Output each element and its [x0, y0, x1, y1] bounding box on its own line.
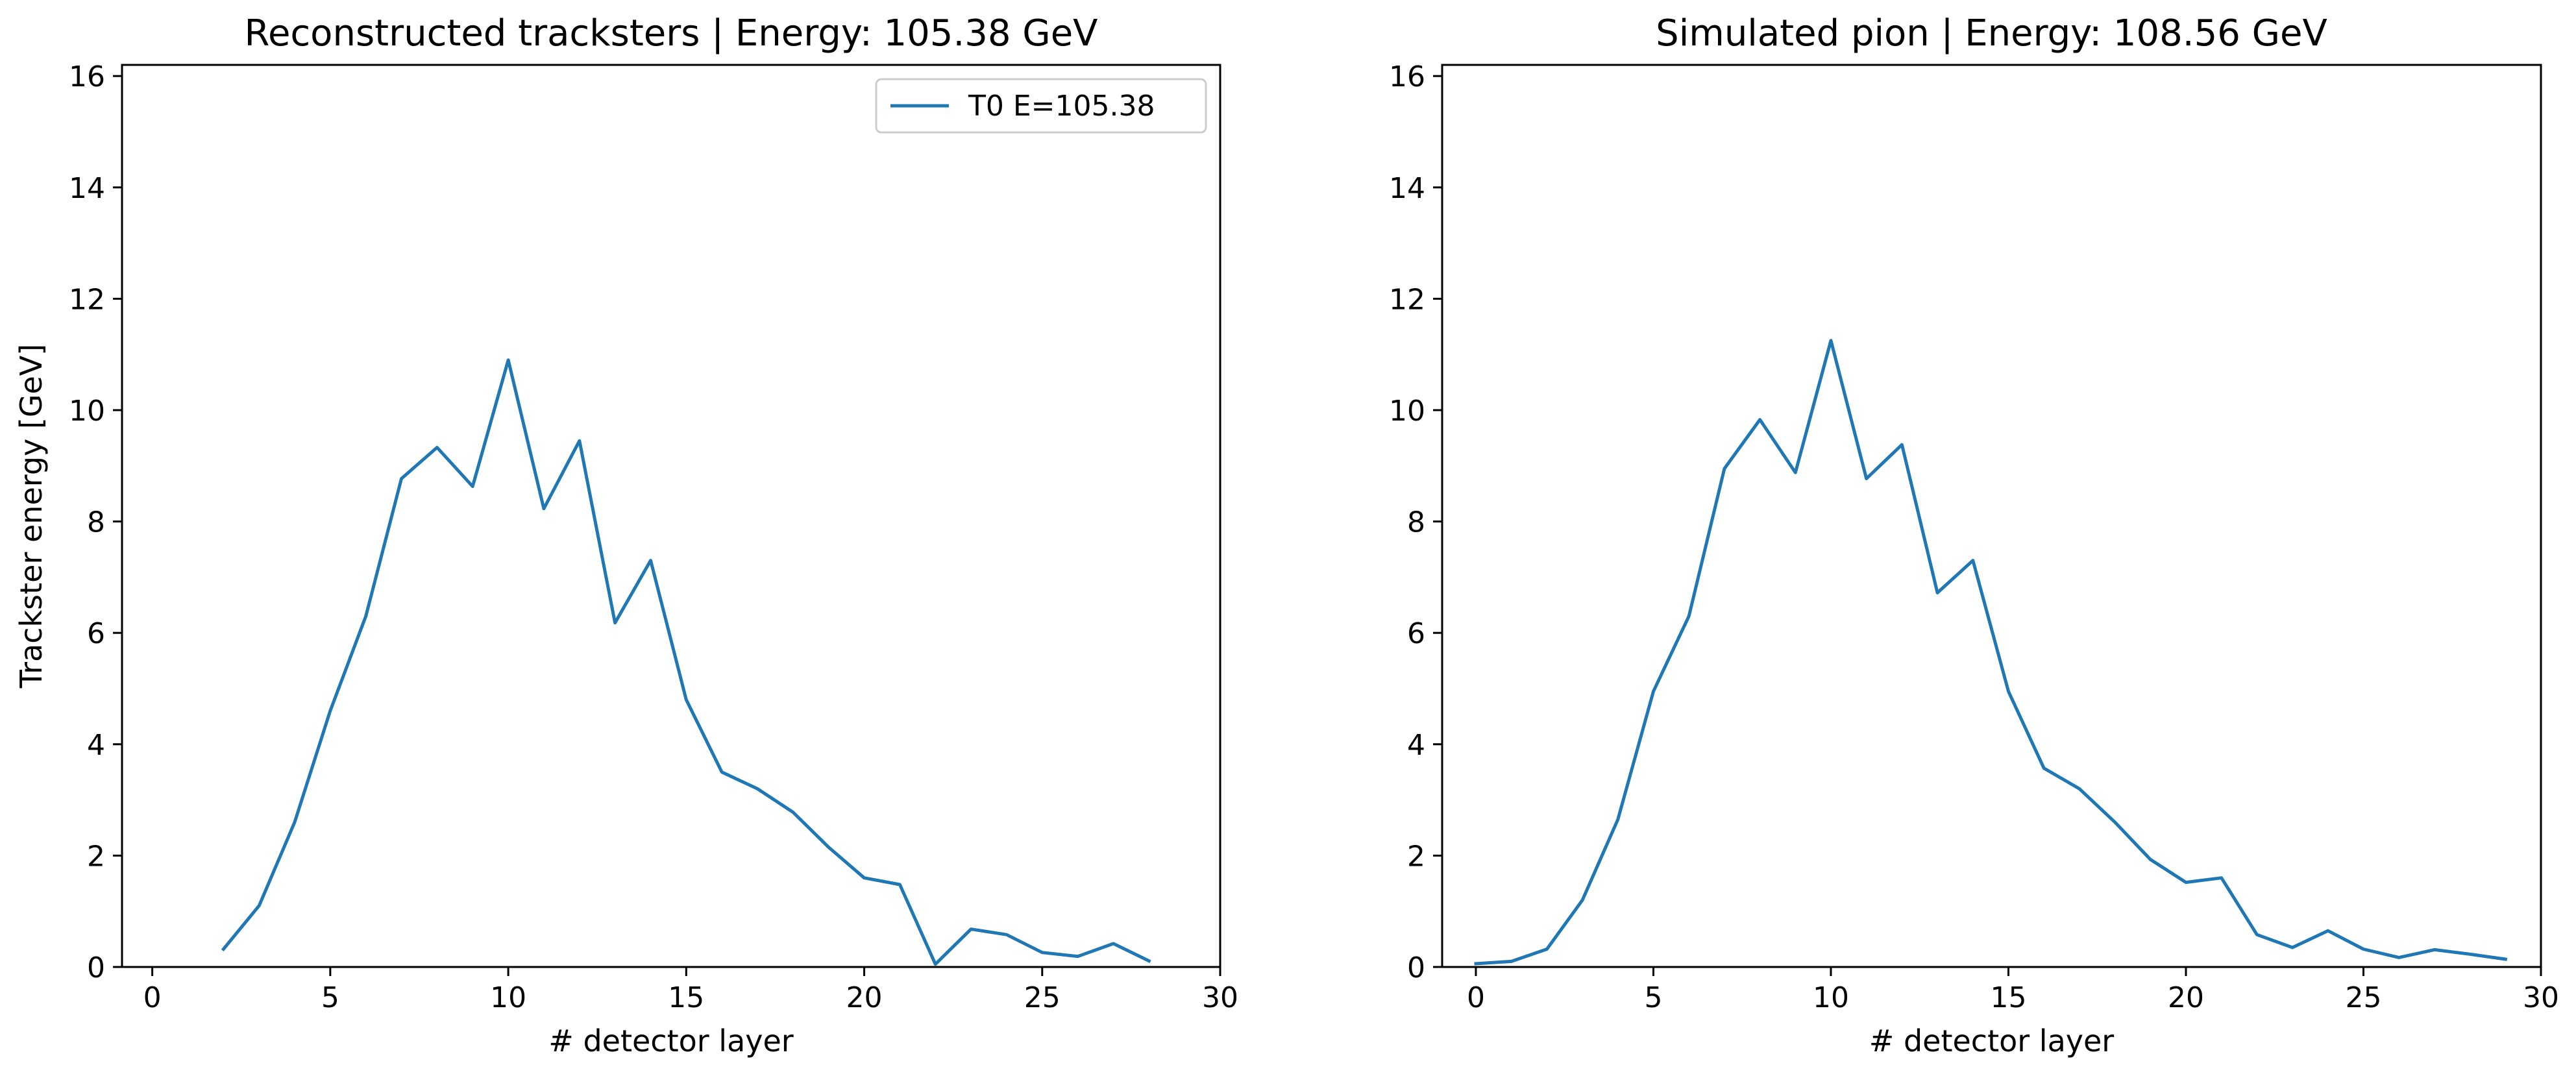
x-tick-label: 15 — [668, 981, 704, 1014]
x-axis-label: # detector layer — [1869, 1023, 2114, 1058]
legend-box — [875, 78, 1207, 134]
x-tick-label: 15 — [1990, 981, 2026, 1014]
y-tick-label: 10 — [1389, 395, 1425, 428]
legend: T0 E=105.38 — [875, 78, 1207, 134]
y-tick-label: 12 — [69, 283, 105, 316]
y-tick-label: 6 — [1407, 617, 1425, 650]
y-tick-label: 16 — [1389, 60, 1425, 93]
x-tick-label: 5 — [321, 981, 339, 1014]
y-tick-label: 14 — [69, 172, 105, 205]
x-tick-label: 5 — [1644, 981, 1662, 1014]
x-tick-label: 10 — [1813, 981, 1849, 1014]
chart-simulated-pion: Simulated pion | Energy: 108.56 GeV 0 5 10 1… — [1389, 12, 2559, 1058]
x-tick-label: 0 — [143, 981, 162, 1014]
series-line — [221, 358, 1151, 966]
x-axis-label: # detector layer — [548, 1023, 793, 1058]
y-tick-label: 4 — [87, 729, 105, 762]
y-tick-label: 8 — [87, 506, 105, 539]
y-tick-label: 12 — [1389, 283, 1425, 316]
x-tick-label: 25 — [2345, 981, 2381, 1014]
x-tick-label: 30 — [2523, 981, 2559, 1014]
series-line — [1474, 339, 2508, 966]
y-axis-label: Trackster energy [GeV] — [14, 344, 49, 689]
y-tick-label: 8 — [1407, 506, 1425, 539]
x-tick-label: 25 — [1024, 981, 1061, 1014]
chart-title: Simulated pion | Energy: 108.56 GeV — [1656, 12, 2327, 55]
chart-title: Reconstructed tracksters | Energy: 105.3… — [245, 12, 1098, 55]
x-tick-label: 20 — [2168, 981, 2204, 1014]
y-tick-label: 6 — [87, 617, 105, 650]
y-tick-label: 4 — [1407, 729, 1425, 762]
legend-label: T0 E=105.38 — [968, 90, 1155, 123]
x-tick-label: 30 — [1202, 981, 1238, 1014]
y-tick-label: 10 — [69, 395, 105, 428]
x-tick-label: 0 — [1467, 981, 1485, 1014]
y-tick-label: 14 — [1389, 172, 1425, 205]
axes-frame — [121, 64, 1221, 968]
chart-reconstructed-tracksters: Reconstructed tracksters | Energy: 105.3… — [14, 12, 1238, 1058]
x-tick-label: 10 — [490, 981, 526, 1014]
axes-frame — [1441, 64, 2542, 968]
y-tick-label: 0 — [87, 951, 105, 984]
y-tick-label: 16 — [69, 60, 105, 93]
y-tick-label: 0 — [1407, 951, 1425, 984]
x-tick-label: 20 — [846, 981, 883, 1014]
y-tick-label: 2 — [87, 840, 105, 873]
y-tick-label: 2 — [1407, 840, 1425, 873]
